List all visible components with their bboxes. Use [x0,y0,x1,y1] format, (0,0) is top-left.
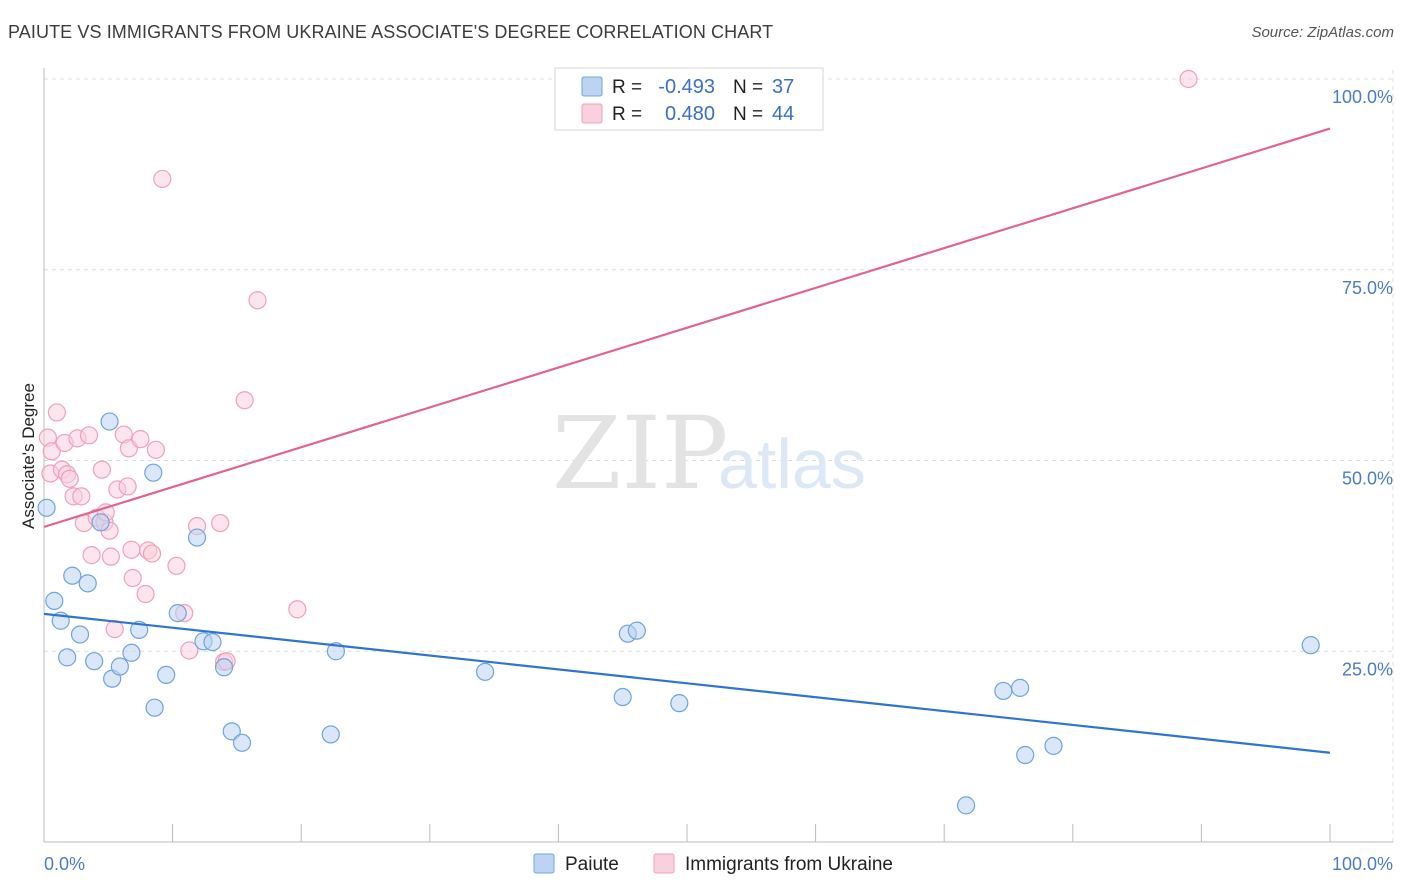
watermark: ZIP atlas [552,395,866,512]
point-ukraine [60,469,79,488]
point-paiute [122,643,141,662]
point-paiute [70,625,90,644]
point-ukraine [123,568,142,588]
point-ukraine [47,403,66,422]
point-ukraine [79,426,99,445]
point-paiute [58,648,77,667]
point-paiute [1010,678,1030,697]
point-paiute [613,687,632,707]
y-axis-title: Associate's Degree [19,383,38,529]
point-paiute [85,652,104,671]
point-paiute [232,733,252,752]
point-paiute [994,681,1013,701]
legend-n-value-paiute: 37 [772,76,794,98]
trendline-paiute [43,612,1331,754]
chart-title: PAIUTE VS IMMIGRANTS FROM UKRAINE ASSOCI… [8,22,774,42]
point-paiute [222,722,241,741]
point-paiute [157,665,176,685]
point-ukraine [101,547,120,566]
point-paiute [1044,736,1063,755]
legend-n-label-ukraine: N = [733,104,763,125]
point-ukraine [42,442,61,461]
legend-n-value-ukraine: 44 [772,103,794,125]
bottom-legend-label-paiute: Paiute [565,854,619,875]
y-tick-label: 75.0% [1342,278,1393,298]
point-paiute [91,513,110,532]
point-ukraine [288,600,307,619]
point-paiute [144,463,163,482]
trendline-ukraine [43,127,1331,528]
point-paiute [1016,745,1035,765]
point-ukraine [180,641,199,660]
bottom-legend-label-ukraine: Immigrants from Ukraine [685,854,893,875]
point-ukraine [122,540,141,559]
point-paiute [627,621,646,640]
legend-r-label-ukraine: R = [612,104,642,125]
point-paiute [475,662,495,681]
points-layer [37,69,1320,815]
point-paiute [45,591,64,610]
point-ukraine [1179,69,1198,89]
point-paiute [214,658,234,677]
bottom-legend-swatch-paiute [533,853,555,874]
point-paiute [1301,636,1320,655]
point-paiute [110,657,129,676]
legend-r-label-paiute: R = [612,77,642,98]
point-paiute [37,498,56,517]
point-paiute [100,412,119,431]
point-ukraine [72,487,91,506]
point-paiute [203,632,222,652]
legend-r-value-paiute: -0.493 [658,76,715,98]
y-tick-label: 25.0% [1342,659,1393,679]
point-ukraine [142,544,162,563]
legend-swatch-ukraine [581,103,603,124]
point-ukraine [118,477,137,496]
legend-swatch-paiute [581,76,603,97]
point-ukraine [153,169,172,189]
chart-source: Source: ZipAtlas.com [1251,24,1394,41]
point-paiute [145,698,164,717]
trend-layer [43,127,1331,754]
point-paiute [326,642,346,661]
point-ukraine [146,440,165,459]
legend-r-value-ukraine: 0.480 [665,103,715,125]
point-ukraine [235,391,254,410]
point-paiute [63,566,82,585]
point-ukraine [136,584,155,604]
watermark-atlas: atlas [718,425,866,503]
x-tick-label: 100.0% [1332,854,1393,874]
point-ukraine [248,291,267,310]
axis-layer: 25.0% 50.0% 75.0% 100.0% 0.0% 100.0% [43,68,1393,874]
point-ukraine [167,556,186,575]
point-paiute [321,725,340,744]
bottom-legend-swatch-ukraine [653,853,675,874]
y-tick-label: 50.0% [1342,469,1393,489]
point-ukraine [92,460,111,479]
point-paiute [956,796,976,815]
point-paiute [78,574,97,593]
point-ukraine [82,546,101,565]
watermark-zip: ZIP [552,395,728,512]
point-ukraine [131,430,150,449]
y-tick-label: 100.0% [1332,87,1393,107]
x-tick-label: 0.0% [44,854,85,874]
point-paiute [168,603,187,623]
bottom-legend: Paiute Immigrants from Ukraine [533,853,893,875]
point-paiute [670,694,689,713]
top-legend: R = -0.493 N = 37 R = 0.480 N = 44 [554,67,824,131]
point-paiute [187,528,207,547]
legend-n-label-paiute: N = [733,77,763,98]
point-ukraine [211,513,230,533]
